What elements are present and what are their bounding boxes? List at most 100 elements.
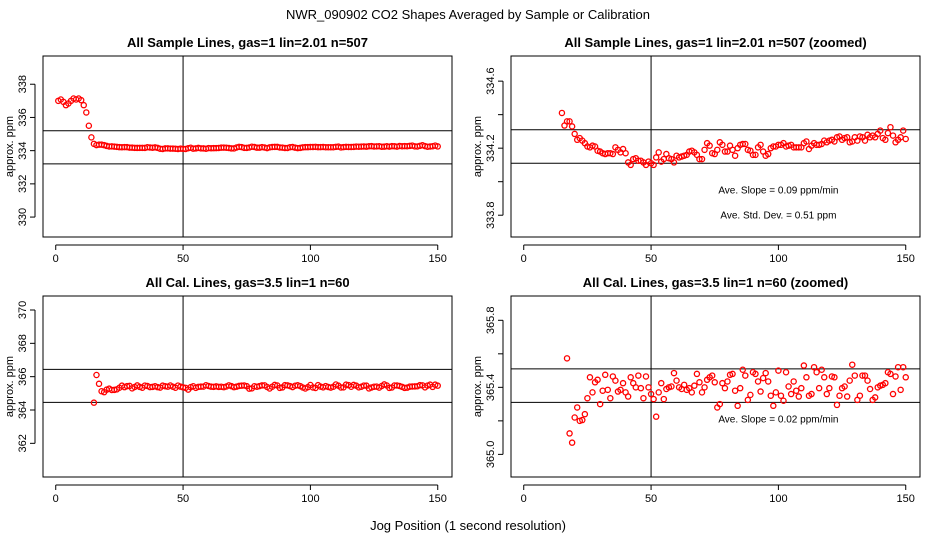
data-point — [80, 101, 87, 109]
x-tick-label: 50 — [177, 493, 189, 505]
data-point — [884, 129, 892, 137]
data-point — [642, 373, 650, 380]
data-point — [826, 384, 833, 392]
data-point — [573, 404, 581, 411]
data-point — [589, 389, 596, 396]
plot-box — [42, 295, 453, 478]
plot-box — [510, 295, 921, 478]
data-point — [708, 372, 716, 379]
data-point — [798, 384, 805, 392]
data-point — [691, 382, 698, 389]
panel-cal-lines-zoomed: All Cal. Lines, gas=3.5 lin=1 n=60 (zoom… — [472, 275, 921, 505]
x-tick-label: 0 — [53, 493, 59, 505]
data-point — [607, 394, 614, 402]
data-point — [843, 134, 851, 141]
x-tick-label: 150 — [897, 493, 915, 505]
y-tick-label: 334.2 — [485, 134, 497, 162]
x-tick-label: 0 — [53, 253, 59, 265]
data-point — [688, 389, 696, 396]
plot-box — [42, 55, 453, 238]
y-tick-label: 333.8 — [485, 201, 497, 229]
y-tick-label: 332 — [17, 175, 29, 193]
y-tick-label: 338 — [17, 75, 29, 93]
data-point — [645, 384, 652, 391]
data-point — [780, 397, 787, 404]
x-tick-label: 100 — [301, 253, 319, 265]
data-point — [93, 371, 100, 379]
y-axis-label: approx. ppm — [4, 116, 16, 177]
data-point — [754, 378, 762, 385]
data-points — [563, 355, 909, 446]
panel-title: All Cal. Lines, gas=3.5 lin=1 n=60 — [145, 275, 349, 290]
y-tick-label: 334.6 — [485, 67, 497, 95]
data-point — [808, 390, 815, 398]
data-point — [843, 393, 851, 400]
data-point — [640, 394, 647, 402]
data-point — [790, 378, 797, 385]
data-point — [871, 394, 879, 401]
data-point — [668, 383, 675, 390]
y-tick-label: 368 — [17, 334, 29, 352]
data-point — [882, 379, 889, 387]
data-point — [579, 416, 586, 424]
data-point — [632, 384, 640, 391]
data-point — [833, 401, 841, 409]
x-tick-label: 0 — [521, 493, 527, 505]
data-point — [803, 374, 810, 381]
data-point — [624, 393, 632, 400]
data-point — [818, 366, 825, 373]
data-point — [859, 372, 866, 379]
data-point — [558, 109, 566, 117]
data-point — [899, 127, 907, 134]
y-axis-label: approx. ppm — [472, 356, 484, 417]
data-point — [652, 413, 660, 420]
data-point — [752, 370, 759, 378]
annotation: Ave. Slope = 0.02 ppm/min — [718, 415, 838, 426]
y-tick-label: 365.4 — [485, 374, 497, 402]
data-point — [711, 379, 718, 386]
data-point — [95, 380, 103, 388]
data-point — [660, 395, 668, 403]
y-tick-label: 336 — [17, 108, 29, 126]
y-tick-label: 330 — [17, 208, 29, 226]
data-point — [696, 379, 703, 386]
data-point — [655, 149, 662, 156]
data-point — [627, 374, 634, 381]
data-point — [820, 374, 828, 381]
annotation: Ave. Slope = 0.09 ppm/min — [718, 185, 838, 196]
data-point — [635, 372, 642, 379]
data-point — [123, 382, 131, 390]
data-point — [647, 390, 655, 398]
plot-box — [510, 55, 921, 238]
data-point — [861, 372, 869, 379]
data-point — [617, 386, 624, 394]
x-tick-label: 100 — [769, 253, 787, 265]
data-point — [724, 378, 731, 385]
data-point — [652, 154, 660, 161]
data-point — [571, 130, 578, 138]
data-point — [841, 383, 848, 390]
data-point — [416, 381, 424, 389]
data-point — [563, 355, 571, 362]
y-axis-label: approx. ppm — [4, 356, 16, 417]
data-points — [558, 109, 909, 169]
data-point — [619, 379, 627, 387]
x-tick-label: 50 — [177, 253, 189, 265]
panel-title: All Sample Lines, gas=1 lin=2.01 n=507 (… — [564, 35, 866, 50]
data-point — [864, 377, 871, 384]
data-point — [772, 389, 780, 396]
data-point — [601, 371, 609, 379]
data-point — [795, 393, 803, 400]
data-point — [276, 384, 284, 392]
data-point — [889, 390, 897, 398]
data-point — [759, 374, 767, 382]
data-point — [246, 385, 253, 392]
data-point — [764, 150, 772, 158]
data-point — [813, 369, 820, 376]
data-point — [803, 138, 810, 145]
data-point — [831, 374, 838, 381]
x-tick-label: 50 — [645, 253, 657, 265]
data-point — [693, 370, 701, 378]
x-tick-label: 100 — [301, 493, 319, 505]
data-point — [846, 377, 853, 384]
